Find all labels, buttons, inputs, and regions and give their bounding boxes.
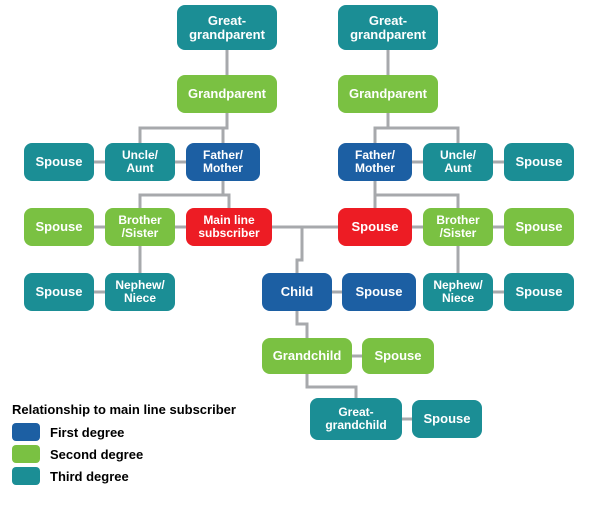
legend-swatch xyxy=(12,467,40,485)
node-sp_bs_r: Spouse xyxy=(504,208,574,246)
node-fm_r: Father/Mother xyxy=(338,143,412,181)
legend-swatch xyxy=(12,423,40,441)
legend-swatch xyxy=(12,445,40,463)
node-nn_l: Nephew/Niece xyxy=(105,273,175,311)
node-sp_ua_l: Spouse xyxy=(24,143,94,181)
legend-row: Second degree xyxy=(12,445,236,463)
node-gp_r: Grandparent xyxy=(338,75,438,113)
node-gp_l: Grandparent xyxy=(177,75,277,113)
node-bs_l: Brother/Sister xyxy=(105,208,175,246)
node-sp_child: Spouse xyxy=(342,273,416,311)
legend-title: Relationship to main line subscriber xyxy=(12,402,236,417)
legend-row: Third degree xyxy=(12,467,236,485)
node-ggp_l: Great-grandparent xyxy=(177,5,277,50)
node-ggp_r: Great-grandparent xyxy=(338,5,438,50)
node-sp_gc: Spouse xyxy=(362,338,434,374)
node-sp_ggc: Spouse xyxy=(412,400,482,438)
node-sp_ua_r: Spouse xyxy=(504,143,574,181)
legend-label: First degree xyxy=(50,425,124,440)
node-ggc: Great-grandchild xyxy=(310,398,402,440)
node-sp_bs_l: Spouse xyxy=(24,208,94,246)
node-sp_main: Spouse xyxy=(338,208,412,246)
node-sp_nn_l: Spouse xyxy=(24,273,94,311)
node-child: Child xyxy=(262,273,332,311)
node-main: Main linesubscriber xyxy=(186,208,272,246)
node-sp_nn_r: Spouse xyxy=(504,273,574,311)
node-gc: Grandchild xyxy=(262,338,352,374)
legend-label: Second degree xyxy=(50,447,143,462)
legend-label: Third degree xyxy=(50,469,129,484)
node-fm_l: Father/Mother xyxy=(186,143,260,181)
node-nn_r: Nephew/Niece xyxy=(423,273,493,311)
node-ua_r: Uncle/Aunt xyxy=(423,143,493,181)
legend: Relationship to main line subscriber Fir… xyxy=(12,402,236,489)
node-bs_r: Brother/Sister xyxy=(423,208,493,246)
legend-row: First degree xyxy=(12,423,236,441)
node-ua_l: Uncle/Aunt xyxy=(105,143,175,181)
